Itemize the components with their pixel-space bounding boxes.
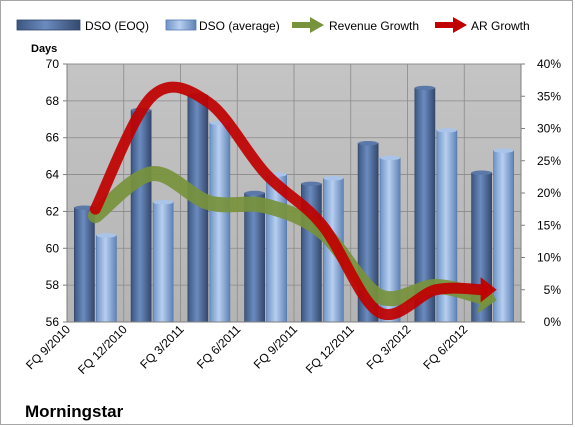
legend-label-dso-eoq: DSO (EOQ)	[85, 19, 149, 33]
legend-label-dso-average: DSO (average)	[199, 19, 280, 33]
bar-top-dso-eoq	[74, 205, 95, 210]
bar-top-dso-eoq	[471, 170, 492, 175]
y2-tick-label: 0%	[544, 315, 562, 329]
bar-series	[74, 85, 514, 323]
legend-item-dso-eoq: DSO (EOQ)	[16, 19, 149, 33]
y-tick-label: 58	[46, 278, 60, 292]
y-axis-left: 56 58 60 62 64 66 68 70	[46, 57, 68, 329]
x-tick-label: FQ 12/2010	[75, 322, 130, 377]
x-tick-label: FQ 6/2012	[420, 322, 470, 372]
bar-dso-average	[209, 122, 231, 323]
x-axis: FQ 9/2010 FQ 12/2010 FQ 3/2011 FQ 6/2011 FQ …	[23, 321, 521, 377]
bar-top-dso-average	[380, 155, 401, 161]
bar-top-dso-average	[323, 176, 344, 181]
legend-swatch-dso-eoq	[16, 19, 81, 31]
legend-item-revenue-growth: Revenue Growth	[292, 17, 419, 33]
y2-tick-label: 5%	[544, 283, 562, 297]
line-series	[87, 81, 497, 321]
source-label: Morningstar	[25, 402, 124, 421]
bar-top-dso-average	[493, 148, 514, 153]
legend-item-dso-average: DSO (average)	[165, 19, 280, 33]
bar-top-dso-average	[153, 200, 174, 205]
x-tick-label: FQ 12/2011	[303, 322, 357, 376]
legend-arrow-ar-growth	[435, 17, 467, 33]
bar-dso-eoq	[130, 109, 152, 323]
legend-item-ar-growth: AR Growth	[435, 17, 530, 33]
arrowhead-ar-growth	[480, 277, 497, 303]
bar-dso-average	[493, 150, 514, 323]
x-tick-label: FQ 3/2012	[364, 322, 414, 372]
legend-label-revenue-growth: Revenue Growth	[329, 19, 419, 33]
bar-dso-average	[96, 235, 117, 323]
bar-dso-eoq	[74, 207, 95, 323]
y-tick-label: 66	[46, 131, 60, 145]
y2-tick-label: 35%	[537, 89, 561, 103]
bar-top-dso-average	[436, 128, 457, 133]
y2-tick-label: 20%	[537, 186, 561, 200]
y2-tick-label: 30%	[537, 122, 561, 136]
y-tick-label: 70	[46, 57, 60, 71]
y-tick-label: 62	[46, 204, 60, 218]
x-tick-label: FQ 6/2011	[194, 322, 244, 372]
y-tick-label: 68	[46, 94, 60, 108]
bar-top-dso-eoq	[301, 181, 322, 186]
x-tick-label: FQ 9/2010	[23, 322, 73, 372]
y2-tick-label: 40%	[537, 57, 561, 71]
y-tick-label: 56	[46, 315, 60, 329]
bar-top-dso-average	[96, 233, 117, 238]
bar-dso-average	[152, 201, 174, 323]
bar-top-dso-eoq	[358, 141, 379, 146]
legend-swatch-dso-average	[165, 19, 197, 31]
y2-tick-label: 25%	[537, 154, 561, 168]
x-tick-label: FQ 9/2011	[251, 322, 301, 372]
bar-top-dso-eoq	[414, 85, 435, 91]
legend: DSO (EOQ) DSO (average) Revenue Growth A…	[16, 17, 530, 33]
y2-tick-label: 10%	[537, 251, 561, 265]
y-tick-label: 60	[46, 241, 60, 255]
legend-label-ar-growth: AR Growth	[471, 19, 530, 33]
x-tick-label: FQ 3/2011	[137, 322, 187, 372]
bar-top-dso-eoq	[244, 190, 265, 196]
y-tick-label: 64	[46, 168, 60, 182]
y-axis-title: Days	[31, 43, 57, 55]
legend-arrow-revenue-growth	[292, 17, 324, 33]
y2-tick-label: 15%	[537, 218, 561, 232]
y-axis-right: 0% 5% 10% 15% 20% 25% 30% 35% 40%	[520, 57, 562, 329]
